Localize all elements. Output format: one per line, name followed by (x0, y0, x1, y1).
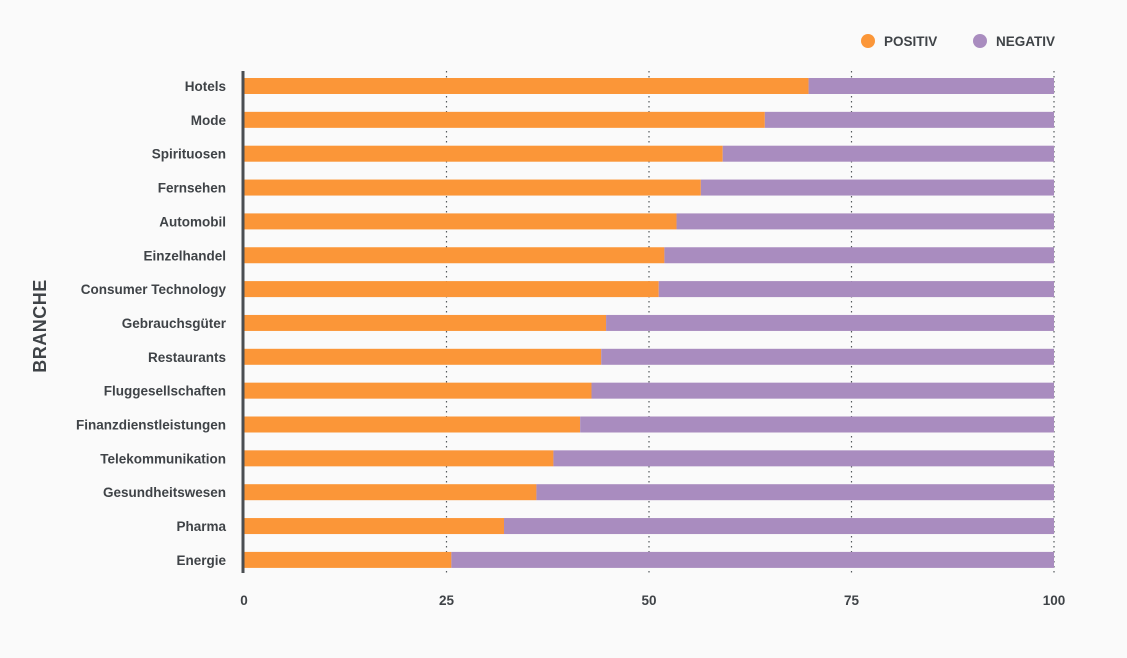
bar-positiv (244, 78, 809, 94)
bar-positiv (244, 247, 665, 264)
bar-positiv (244, 314, 607, 331)
bar-negativ (580, 416, 1054, 433)
bar-negativ (601, 348, 1054, 365)
legend-swatch (973, 34, 987, 48)
bar-positiv (244, 450, 554, 467)
bar-negativ (700, 179, 1054, 196)
legend-label: NEGATIV (996, 34, 1055, 49)
bar-positiv (244, 416, 581, 433)
bar-positiv (244, 111, 765, 128)
bar-positiv (244, 213, 677, 230)
bar-positiv (244, 281, 659, 298)
bar-negativ (504, 518, 1054, 535)
category-label: Restaurants (148, 350, 226, 365)
x-tick-label: 0 (240, 593, 248, 608)
category-label: Fluggesellschaften (104, 384, 226, 399)
bar-negativ (591, 382, 1054, 399)
bar-negativ (536, 484, 1054, 501)
bar-negativ (664, 247, 1054, 264)
y-axis-title: BRANCHE (30, 279, 50, 373)
category-label: Gesundheitswesen (103, 485, 226, 500)
bars (244, 78, 1054, 568)
category-label: Einzelhandel (143, 248, 226, 263)
category-label: Finanzdienstleistungen (76, 418, 226, 433)
legend-swatch (861, 34, 875, 48)
legend-item-negativ[interactable]: NEGATIV (973, 34, 1055, 49)
category-label: Energie (176, 553, 226, 568)
x-tick-label: 75 (844, 593, 860, 608)
bar-positiv (244, 145, 723, 162)
x-tick-labels: 0 25 50 75 100 (240, 593, 1065, 608)
category-label: Spirituosen (152, 147, 226, 162)
category-label: Gebrauchsgüter (122, 316, 227, 331)
bar-positiv (244, 382, 592, 399)
category-label: Fernsehen (158, 181, 226, 196)
category-label: Automobil (159, 214, 226, 229)
category-label: Telekommunikation (100, 451, 226, 466)
category-label: Consumer Technology (81, 282, 227, 297)
category-labels: Hotels Mode Spirituosen Fernsehen Automobil E… (76, 79, 227, 568)
bar-negativ (658, 281, 1054, 298)
bar-positiv (244, 518, 505, 535)
bar-positiv (244, 484, 537, 501)
category-label: Mode (191, 113, 227, 128)
legend-item-positiv[interactable]: POSITIV (861, 34, 937, 49)
bar-negativ (808, 78, 1054, 94)
bar-negativ (764, 111, 1054, 128)
x-tick-label: 25 (439, 593, 455, 608)
category-label: Pharma (176, 519, 226, 534)
bar-negativ (722, 145, 1054, 162)
category-label: Hotels (185, 79, 226, 94)
legend-label: POSITIV (884, 34, 937, 49)
x-tick-label: 100 (1043, 593, 1066, 608)
bar-negativ (676, 213, 1054, 230)
x-tick-label: 50 (641, 593, 656, 608)
bar-positiv (244, 179, 701, 196)
bar-positiv (244, 348, 602, 365)
bar-positiv (244, 551, 452, 568)
bar-negativ (553, 450, 1054, 467)
bar-negativ (606, 314, 1054, 331)
legend[interactable]: POSITIV NEGATIV (861, 34, 1055, 49)
bar-negativ (451, 551, 1054, 568)
